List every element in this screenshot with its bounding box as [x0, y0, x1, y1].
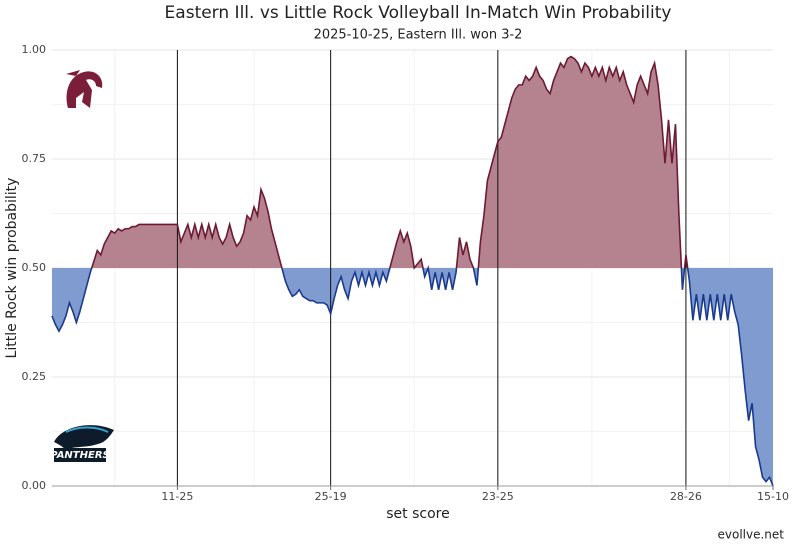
areas — [52, 56, 773, 486]
little-rock-logo — [66, 70, 103, 108]
y-tick-label: 0.00 — [22, 479, 47, 492]
y-tick-label: 0.50 — [22, 261, 47, 274]
y-tick-label: 1.00 — [22, 43, 47, 56]
marks — [51, 50, 774, 487]
x-axis-label: set score — [386, 506, 449, 522]
x-tick-label: 28-26 — [670, 490, 702, 503]
line-below — [51, 268, 774, 487]
y-axis-label: Little Rock win probability — [4, 178, 20, 359]
x-tick-label: 25-19 — [315, 490, 347, 503]
y-tick-label: 0.75 — [22, 152, 47, 165]
eastern-ill-logo: PANTHERS — [50, 425, 114, 462]
x-tick-label: 11-25 — [161, 490, 193, 503]
x-tick-label: 23-25 — [482, 490, 514, 503]
x-tick-label: 15-10 — [757, 490, 789, 503]
area-below — [52, 268, 773, 486]
svg-text:PANTHERS: PANTHERS — [50, 450, 109, 461]
y-tick-label: 0.25 — [22, 370, 47, 383]
source: evollve.net — [718, 528, 785, 542]
area-above — [52, 56, 773, 268]
chart-title: Eastern Ill. vs Little Rock Volleyball I… — [165, 3, 672, 23]
chart-subtitle: 2025-10-25, Eastern Ill. won 3-2 — [314, 28, 523, 43]
line-above — [90, 55, 689, 268]
